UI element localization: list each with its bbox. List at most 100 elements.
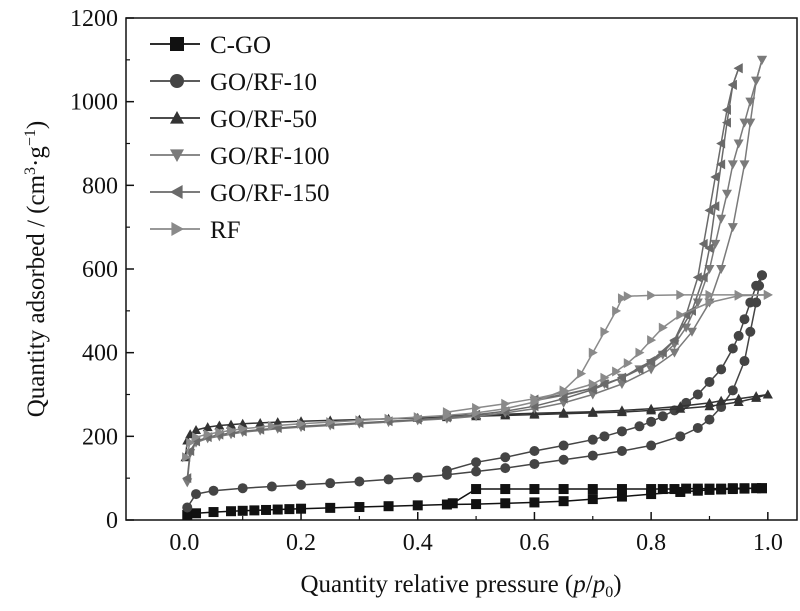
data-point (716, 214, 727, 224)
legend-label: GO/RF-10 (210, 69, 317, 96)
data-point (182, 502, 193, 513)
data-point (727, 160, 738, 170)
data-point (756, 483, 767, 494)
data-point (559, 387, 569, 398)
series-c-go (182, 483, 767, 520)
data-point (721, 189, 732, 199)
data-point (587, 450, 598, 461)
data-point (267, 420, 277, 431)
data-point (710, 171, 720, 182)
data-point (727, 385, 738, 396)
data-point (657, 411, 668, 422)
data-point (623, 358, 633, 369)
data-point (558, 454, 569, 465)
series-layer (180, 55, 773, 520)
data-point (588, 379, 598, 390)
data-point (733, 139, 744, 149)
data-point (739, 160, 750, 170)
data-point (558, 496, 569, 507)
data-point (191, 508, 202, 519)
series-rf (182, 289, 773, 463)
data-point (296, 503, 307, 514)
data-point (272, 504, 283, 515)
data-point (296, 479, 307, 490)
data-point (587, 434, 598, 445)
data-point (716, 265, 727, 274)
data-point (751, 391, 762, 401)
data-point (383, 474, 394, 485)
data-point (634, 364, 644, 375)
data-point (325, 478, 336, 489)
x-tick-label: 0.8 (636, 530, 666, 556)
data-point (191, 489, 202, 500)
data-point (191, 425, 202, 435)
data-point (616, 372, 626, 383)
data-point (762, 389, 773, 399)
data-point (745, 97, 756, 107)
data-point (441, 499, 452, 510)
data-point (261, 504, 272, 515)
data-point (763, 289, 773, 300)
data-point (413, 412, 423, 423)
data-point (447, 498, 458, 509)
data-point (710, 201, 720, 212)
data-point (202, 422, 213, 432)
data-point (704, 376, 715, 387)
legend-marker (170, 111, 184, 124)
data-point (646, 356, 656, 367)
data-point (354, 502, 365, 513)
data-point (727, 223, 738, 233)
data-point (266, 481, 277, 492)
data-point (587, 494, 598, 505)
data-point (692, 389, 703, 400)
data-point (710, 239, 721, 249)
data-point (756, 55, 767, 65)
data-point (616, 426, 627, 437)
data-point (616, 484, 627, 495)
data-point (529, 445, 540, 456)
data-point (745, 326, 756, 337)
data-point (669, 335, 679, 346)
data-point (500, 498, 511, 509)
legend-entry: GO/RF-10 (150, 69, 317, 96)
data-point (529, 458, 540, 469)
data-point (657, 347, 667, 358)
data-point (284, 504, 295, 515)
data-point (727, 79, 737, 90)
data-point (616, 380, 627, 390)
legend-entry: RF (150, 217, 241, 244)
legend-entry: GO/RF-100 (150, 143, 329, 170)
legend-marker (170, 74, 184, 88)
data-point (692, 422, 703, 433)
data-point (500, 452, 511, 463)
data-point (599, 379, 609, 390)
data-point (733, 330, 744, 341)
legend-entry: C-GO (150, 32, 271, 59)
data-point (704, 397, 715, 407)
data-point (192, 432, 202, 443)
data-point (500, 463, 511, 474)
data-point (756, 270, 767, 281)
data-point (646, 440, 657, 451)
data-point (733, 393, 744, 403)
data-point (646, 489, 657, 500)
data-point (716, 138, 726, 149)
data-point (255, 417, 266, 427)
data-point (501, 398, 511, 409)
data-point (698, 272, 708, 283)
data-point (745, 297, 756, 308)
data-point (646, 403, 657, 413)
data-point (704, 414, 715, 425)
legend-label: C-GO (210, 32, 271, 59)
data-point (471, 499, 482, 510)
data-point (635, 347, 645, 358)
data-point (716, 364, 727, 375)
data-point (739, 314, 750, 325)
data-point (612, 305, 622, 316)
legend-marker (170, 37, 184, 51)
data-point (325, 502, 336, 513)
data-point (647, 290, 657, 301)
data-point (472, 402, 482, 413)
